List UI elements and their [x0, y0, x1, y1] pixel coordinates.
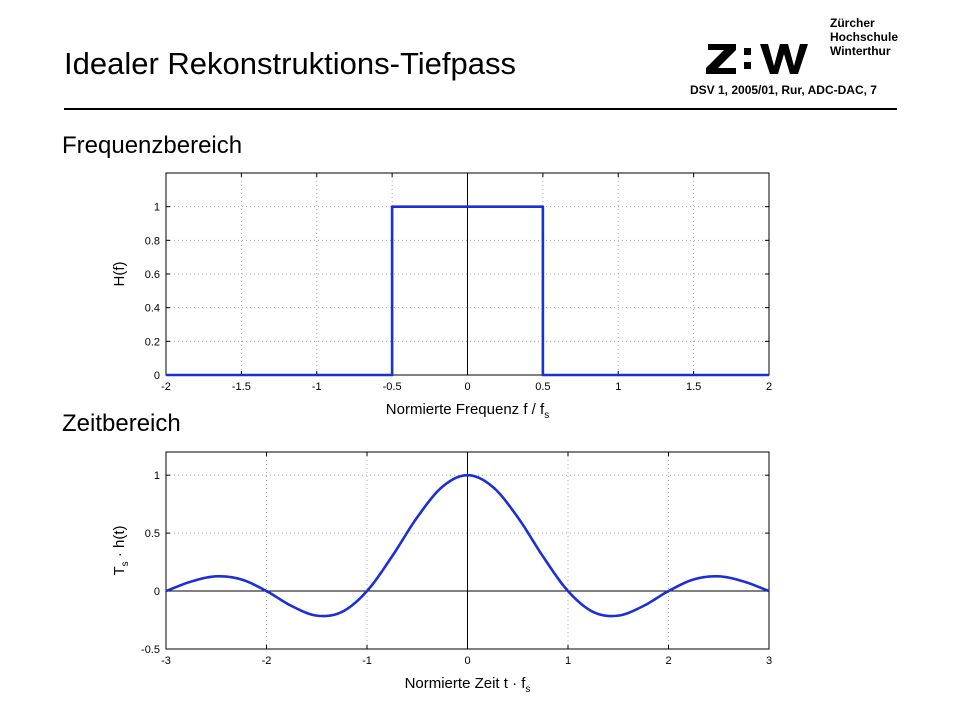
x-tick-label: 2	[665, 655, 671, 667]
institution-name: Zürcher Hochschule Winterthur	[830, 16, 898, 58]
slide-meta: DSV 1, 2005/01, Rur, ADC-DAC, 7	[690, 83, 877, 97]
x-tick-label: -1.5	[232, 381, 251, 393]
y-tick-label: 0.2	[145, 336, 160, 348]
y-tick-label: -0.5	[141, 644, 160, 656]
y-axis-label: Ts · h(t)	[111, 525, 131, 575]
x-tick-label: 0.5	[535, 381, 550, 393]
section-title-frequency: Frequenzbereich	[62, 132, 243, 159]
y-tick-label: 0	[154, 586, 160, 598]
y-tick-label: 0.8	[145, 235, 160, 247]
y-axis-label: H(f)	[111, 262, 128, 287]
y-tick-label: 1	[154, 470, 160, 482]
x-tick-label: 0	[464, 655, 470, 667]
page-title: Idealer Rekonstruktions-Tiefpass	[64, 46, 516, 81]
header-divider	[64, 108, 897, 110]
zhw-logo	[706, 44, 808, 74]
section-title-time: Zeitbereich	[62, 410, 181, 437]
x-tick-label: -2	[262, 655, 272, 667]
y-tick-label: 0.6	[145, 269, 160, 281]
institution-line: Winterthur	[830, 44, 891, 58]
x-tick-label: 3	[766, 655, 772, 667]
x-tick-label: -0.5	[383, 381, 402, 393]
x-tick-label: 1	[565, 655, 571, 667]
x-tick-label: -1	[362, 655, 372, 667]
institution-line: Hochschule	[830, 30, 899, 44]
x-tick-label: -2	[161, 381, 171, 393]
institution-line: Zürcher	[830, 16, 875, 30]
y-tick-label: 1	[154, 202, 160, 214]
x-tick-label: 2	[766, 381, 772, 393]
series-line	[165, 473, 770, 618]
y-tick-label: 0.4	[145, 303, 160, 315]
x-axis-label: Normierte Zeit t · fs	[405, 675, 531, 695]
x-axis-label: Normierte Frequenz f / fs	[386, 401, 549, 421]
series-line	[166, 205, 769, 377]
x-tick-label: -1	[312, 381, 322, 393]
x-tick-label: 1.5	[686, 381, 701, 393]
x-tick-label: 1	[615, 381, 621, 393]
x-tick-label: -3	[161, 655, 171, 667]
x-tick-label: 0	[464, 381, 470, 393]
y-tick-label: 0	[154, 370, 160, 382]
y-tick-label: 0.5	[145, 528, 160, 540]
